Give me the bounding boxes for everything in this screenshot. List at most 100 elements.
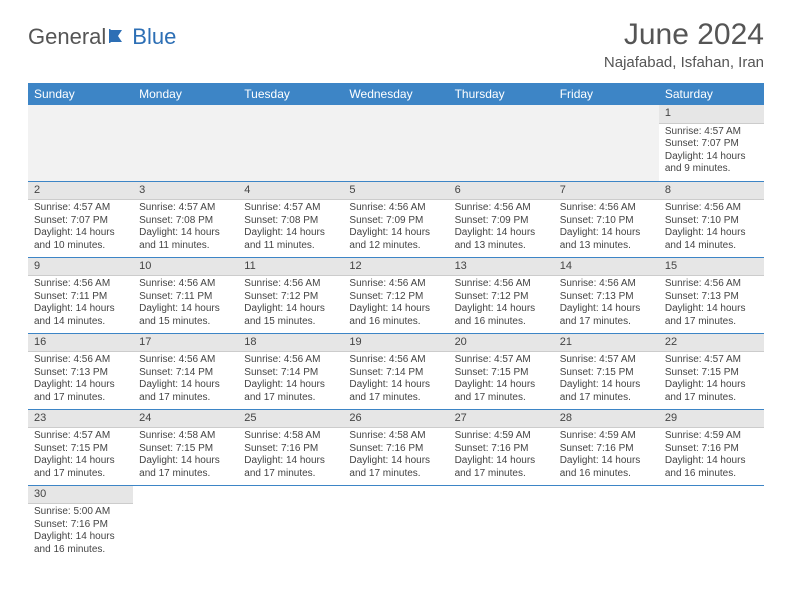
day-number: 27	[449, 410, 554, 429]
sunset-label: Sunset: 7:07 PM	[34, 215, 127, 228]
calendar-cell: 6Sunrise: 4:56 AMSunset: 7:09 PMDaylight…	[449, 181, 554, 257]
day-number: 23	[28, 410, 133, 429]
brand-part2: Blue	[132, 24, 176, 50]
day-number: 12	[343, 258, 448, 277]
calendar-cell: 7Sunrise: 4:56 AMSunset: 7:10 PMDaylight…	[554, 181, 659, 257]
day-number: 11	[238, 258, 343, 277]
sunrise-label: Sunrise: 4:56 AM	[34, 278, 127, 291]
daylight-label: Daylight: 14 hours	[560, 227, 653, 240]
calendar-cell: 15Sunrise: 4:56 AMSunset: 7:13 PMDayligh…	[659, 257, 764, 333]
daylight-label: Daylight: 14 hours	[349, 379, 442, 392]
sunset-label: Sunset: 7:15 PM	[665, 367, 758, 380]
weekday-header: Thursday	[449, 83, 554, 105]
sunrise-label: Sunrise: 4:57 AM	[455, 354, 548, 367]
daylight-label: Daylight: 14 hours	[560, 303, 653, 316]
calendar-cell: 22Sunrise: 4:57 AMSunset: 7:15 PMDayligh…	[659, 333, 764, 409]
calendar-cell: 4Sunrise: 4:57 AMSunset: 7:08 PMDaylight…	[238, 181, 343, 257]
daylight-label: and 15 minutes.	[244, 316, 337, 329]
daylight-label: and 17 minutes.	[244, 392, 337, 405]
day-number: 17	[133, 334, 238, 353]
sunrise-label: Sunrise: 4:56 AM	[560, 202, 653, 215]
daylight-label: Daylight: 14 hours	[455, 227, 548, 240]
daylight-label: Daylight: 14 hours	[349, 227, 442, 240]
sunrise-label: Sunrise: 4:56 AM	[349, 278, 442, 291]
sunrise-label: Sunrise: 4:56 AM	[455, 202, 548, 215]
daylight-label: Daylight: 14 hours	[560, 455, 653, 468]
weekday-header: Monday	[133, 83, 238, 105]
calendar-cell: 13Sunrise: 4:56 AMSunset: 7:12 PMDayligh…	[449, 257, 554, 333]
sunset-label: Sunset: 7:08 PM	[139, 215, 232, 228]
day-number: 26	[343, 410, 448, 429]
day-details: Sunrise: 4:56 AMSunset: 7:10 PMDaylight:…	[659, 200, 764, 256]
sunrise-label: Sunrise: 4:57 AM	[560, 354, 653, 367]
day-number: 10	[133, 258, 238, 277]
sunset-label: Sunset: 7:16 PM	[455, 443, 548, 456]
sunset-label: Sunset: 7:15 PM	[560, 367, 653, 380]
daylight-label: Daylight: 14 hours	[244, 379, 337, 392]
sunrise-label: Sunrise: 4:57 AM	[34, 202, 127, 215]
daylight-label: Daylight: 14 hours	[34, 303, 127, 316]
calendar-cell: 29Sunrise: 4:59 AMSunset: 7:16 PMDayligh…	[659, 409, 764, 485]
day-details: Sunrise: 4:57 AMSunset: 7:15 PMDaylight:…	[449, 352, 554, 408]
day-details: Sunrise: 4:57 AMSunset: 7:15 PMDaylight:…	[28, 428, 133, 484]
calendar-cell-empty	[449, 485, 554, 561]
day-number: 15	[659, 258, 764, 277]
daylight-label: and 17 minutes.	[34, 468, 127, 481]
day-details: Sunrise: 4:57 AMSunset: 7:15 PMDaylight:…	[659, 352, 764, 408]
daylight-label: Daylight: 14 hours	[34, 379, 127, 392]
sunrise-label: Sunrise: 4:58 AM	[244, 430, 337, 443]
day-details: Sunrise: 4:56 AMSunset: 7:13 PMDaylight:…	[28, 352, 133, 408]
sunset-label: Sunset: 7:07 PM	[665, 138, 758, 151]
day-number: 4	[238, 182, 343, 201]
daylight-label: and 15 minutes.	[139, 316, 232, 329]
calendar-cell: 24Sunrise: 4:58 AMSunset: 7:15 PMDayligh…	[133, 409, 238, 485]
daylight-label: Daylight: 14 hours	[665, 379, 758, 392]
daylight-label: Daylight: 14 hours	[665, 227, 758, 240]
weekday-header: Wednesday	[343, 83, 448, 105]
daylight-label: and 17 minutes.	[665, 392, 758, 405]
calendar-table: SundayMondayTuesdayWednesdayThursdayFrid…	[28, 83, 764, 561]
calendar-cell: 23Sunrise: 4:57 AMSunset: 7:15 PMDayligh…	[28, 409, 133, 485]
daylight-label: and 12 minutes.	[349, 240, 442, 253]
sunset-label: Sunset: 7:13 PM	[34, 367, 127, 380]
calendar-cell-empty	[28, 105, 133, 181]
daylight-label: Daylight: 14 hours	[34, 455, 127, 468]
daylight-label: and 17 minutes.	[349, 392, 442, 405]
calendar-cell-empty	[133, 105, 238, 181]
page-title: June 2024	[604, 18, 764, 52]
day-number: 20	[449, 334, 554, 353]
day-number: 5	[343, 182, 448, 201]
day-number: 30	[28, 486, 133, 505]
day-details: Sunrise: 4:57 AMSunset: 7:15 PMDaylight:…	[554, 352, 659, 408]
daylight-label: Daylight: 14 hours	[34, 227, 127, 240]
day-details: Sunrise: 4:56 AMSunset: 7:09 PMDaylight:…	[343, 200, 448, 256]
day-number: 16	[28, 334, 133, 353]
sunrise-label: Sunrise: 4:56 AM	[560, 278, 653, 291]
page-header: General Blue June 2024 Najafabad, Isfaha…	[28, 18, 764, 71]
daylight-label: Daylight: 14 hours	[139, 227, 232, 240]
day-details: Sunrise: 4:59 AMSunset: 7:16 PMDaylight:…	[659, 428, 764, 484]
day-details: Sunrise: 4:56 AMSunset: 7:14 PMDaylight:…	[343, 352, 448, 408]
sunrise-label: Sunrise: 4:57 AM	[139, 202, 232, 215]
sunrise-label: Sunrise: 4:57 AM	[34, 430, 127, 443]
daylight-label: and 16 minutes.	[34, 544, 127, 557]
sunset-label: Sunset: 7:15 PM	[455, 367, 548, 380]
day-details: Sunrise: 4:56 AMSunset: 7:11 PMDaylight:…	[28, 276, 133, 332]
daylight-label: and 13 minutes.	[455, 240, 548, 253]
day-details: Sunrise: 4:56 AMSunset: 7:13 PMDaylight:…	[554, 276, 659, 332]
daylight-label: Daylight: 14 hours	[455, 455, 548, 468]
day-details: Sunrise: 4:57 AMSunset: 7:08 PMDaylight:…	[133, 200, 238, 256]
daylight-label: and 17 minutes.	[455, 468, 548, 481]
calendar-cell: 3Sunrise: 4:57 AMSunset: 7:08 PMDaylight…	[133, 181, 238, 257]
day-number: 29	[659, 410, 764, 429]
sunrise-label: Sunrise: 5:00 AM	[34, 506, 127, 519]
sunrise-label: Sunrise: 4:59 AM	[560, 430, 653, 443]
sunset-label: Sunset: 7:16 PM	[34, 519, 127, 532]
sunset-label: Sunset: 7:14 PM	[139, 367, 232, 380]
daylight-label: and 17 minutes.	[665, 316, 758, 329]
weekday-header: Tuesday	[238, 83, 343, 105]
sunrise-label: Sunrise: 4:56 AM	[139, 354, 232, 367]
calendar-cell-empty	[554, 105, 659, 181]
sunset-label: Sunset: 7:13 PM	[665, 291, 758, 304]
daylight-label: and 16 minutes.	[560, 468, 653, 481]
